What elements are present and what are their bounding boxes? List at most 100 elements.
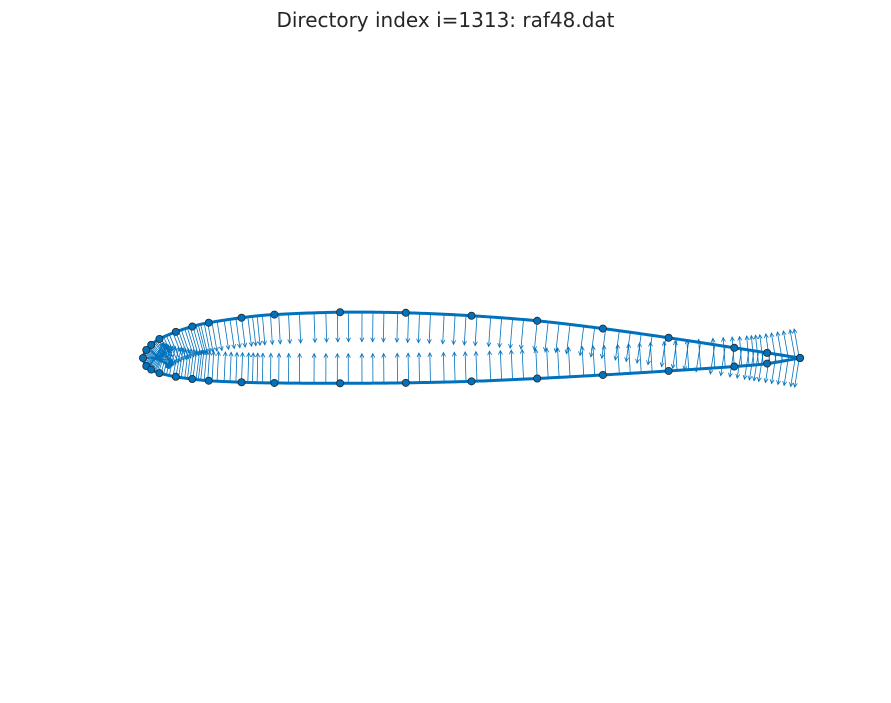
normal-arrow [256, 315, 263, 347]
normal-arrow [670, 338, 678, 370]
normal-arrow [277, 314, 283, 345]
data-point [336, 308, 345, 317]
normal-arrow [334, 352, 340, 384]
data-point [730, 343, 739, 352]
data-point [401, 308, 410, 317]
data-point [664, 333, 673, 342]
data-point [467, 377, 476, 386]
normal-arrow [659, 337, 667, 368]
data-point [171, 327, 180, 336]
normal-arrow [775, 331, 783, 362]
normal-arrow [441, 351, 446, 383]
normal-arrow [518, 319, 524, 350]
normal-arrow [452, 351, 457, 382]
normal-arrow [532, 320, 538, 352]
normal-arrow [487, 350, 492, 381]
normal-arrow [240, 351, 245, 383]
data-point [598, 370, 607, 379]
normal-arrow [564, 324, 571, 355]
normal-arrow [394, 312, 400, 344]
normal-arrow [405, 352, 411, 383]
normal-arrow [252, 316, 258, 347]
normal-arrow [255, 352, 261, 383]
data-point [155, 369, 164, 378]
normal-arrow [405, 312, 411, 344]
normal-arrow [192, 348, 199, 380]
data-point [188, 375, 197, 384]
data-point [204, 318, 213, 327]
normal-arrow [381, 312, 386, 343]
data-point [270, 378, 279, 387]
normal-arrow [228, 351, 234, 382]
normal-arrow [234, 351, 240, 383]
normal-arrow [416, 352, 422, 383]
normal-arrow [168, 345, 177, 376]
normal-arrow [509, 349, 514, 380]
data-point [147, 340, 156, 349]
normal-arrow [601, 344, 607, 375]
normal-arrow [497, 317, 503, 349]
normal-arrow [776, 355, 783, 386]
normal-arrow [235, 318, 242, 349]
normal-arrow [286, 352, 292, 384]
normal-arrow [637, 342, 642, 373]
airfoil-points [138, 308, 805, 388]
data-point [763, 348, 772, 357]
normal-arrow [553, 323, 560, 354]
data-point [138, 353, 147, 362]
chart-title: Directory index i=1313: raf48.dat [276, 8, 614, 32]
normal-arrow [211, 350, 216, 381]
normal-arrow [416, 313, 421, 344]
normal-arrow [269, 314, 275, 346]
normal-arrow [635, 333, 642, 364]
data-point [664, 366, 673, 375]
normal-arrow [462, 315, 467, 346]
normal-arrow [788, 357, 796, 388]
data-point [147, 365, 156, 374]
normal-arrow [769, 332, 777, 363]
normal-arrow [440, 314, 446, 345]
data-point [171, 372, 180, 381]
data-point [763, 359, 772, 368]
normal-arrow [211, 322, 219, 353]
data-point [796, 353, 805, 362]
normal-arrow [394, 352, 400, 383]
data-point [401, 378, 410, 387]
normal-arrow [673, 340, 678, 371]
data-point [142, 345, 151, 354]
normal-arrow [241, 317, 248, 348]
normal-arrow [359, 312, 365, 343]
data-point [188, 322, 197, 331]
normal-arrow [498, 349, 503, 381]
normal-arrow [197, 349, 204, 380]
normal-arrow [175, 346, 183, 377]
normal-arrow [346, 312, 351, 343]
normal-arrow [473, 350, 479, 382]
normal-arrow [268, 352, 274, 383]
normal-arrow [262, 315, 267, 346]
normal-arrow [624, 332, 631, 363]
normal-arrow [297, 352, 302, 384]
normal-arrow [222, 351, 228, 382]
normal-arrow [737, 335, 743, 367]
normal-arrow [543, 321, 549, 353]
normal-arrow [276, 352, 282, 384]
normal-arrow [648, 341, 653, 373]
normal-arrow [335, 312, 341, 343]
normal-arrow [312, 312, 318, 344]
data-point [237, 313, 246, 322]
normal-arrow [757, 333, 764, 365]
normal-arrow [566, 346, 572, 377]
normal-arrow [519, 348, 525, 380]
normal-arrow [250, 352, 256, 383]
normal-arrow [370, 312, 376, 343]
normal-arrow [370, 352, 376, 384]
normal-arrow [160, 344, 171, 374]
data-point [204, 376, 213, 385]
normal-arrow [615, 343, 621, 375]
data-point [598, 324, 607, 333]
normal-arrow [427, 313, 432, 345]
normal-arrow [216, 321, 224, 352]
normal-arrow [646, 335, 653, 366]
